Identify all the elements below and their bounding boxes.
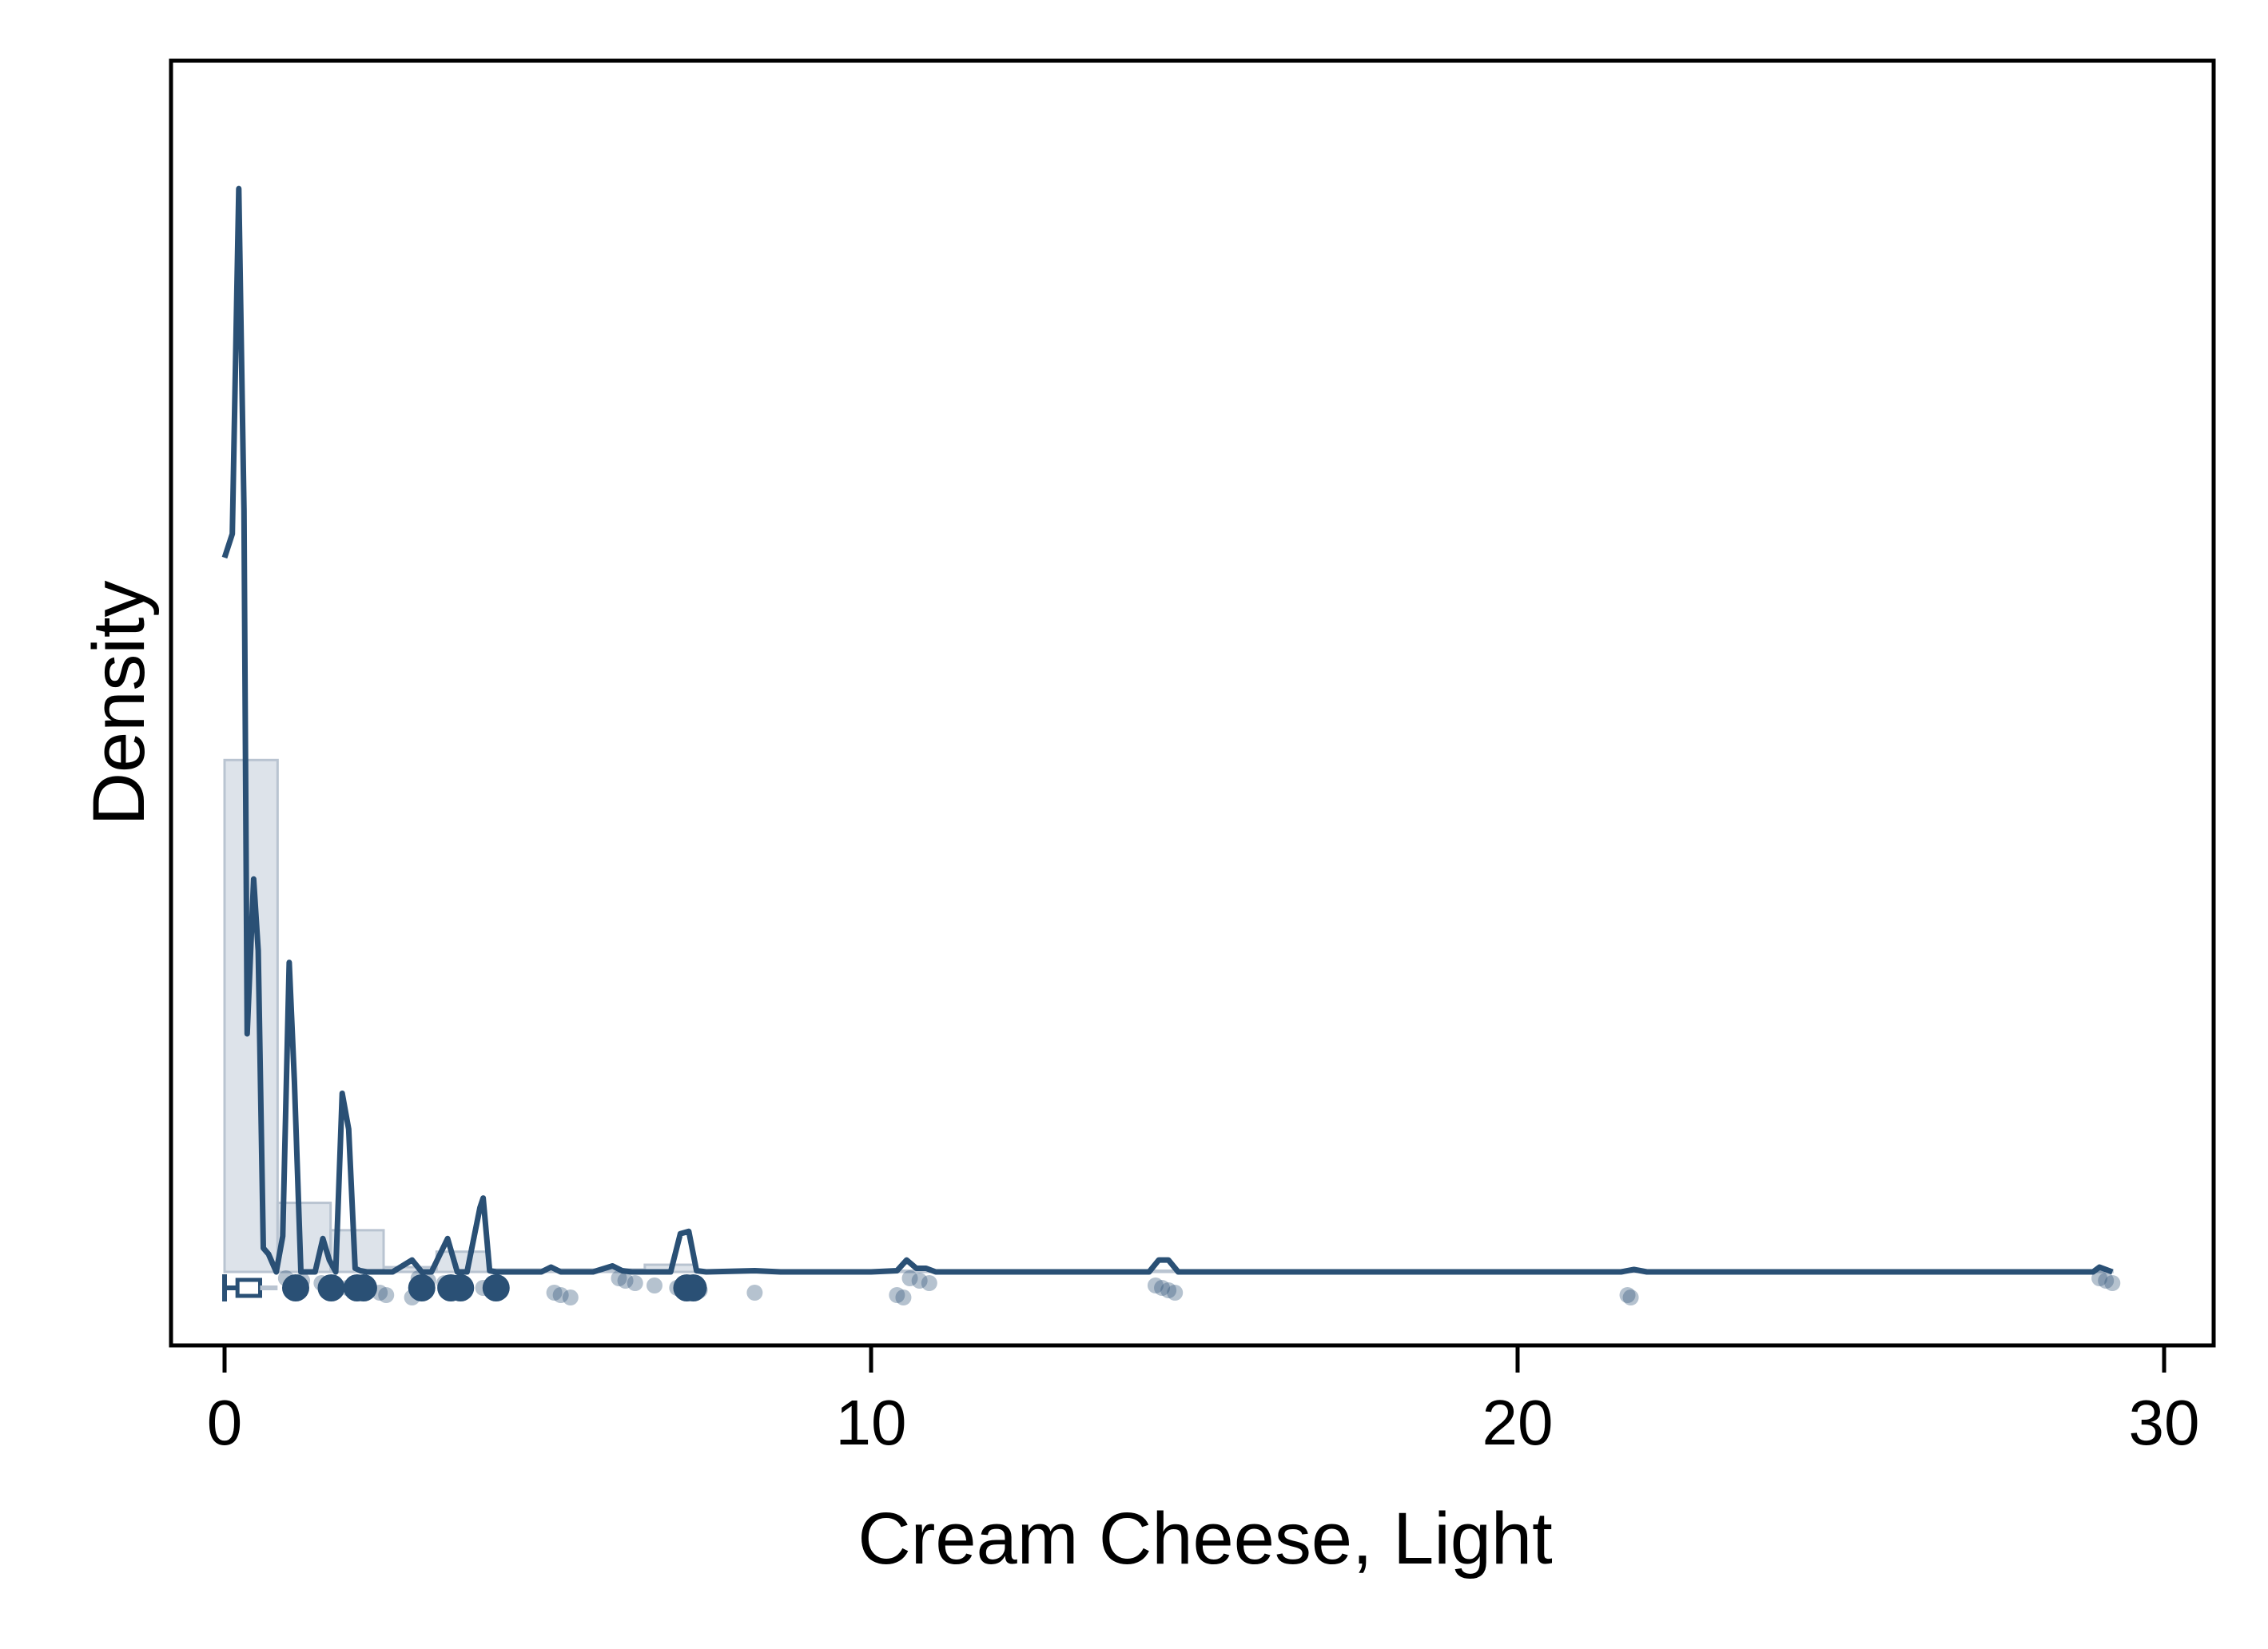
histogram-bar-4	[435, 1250, 491, 1274]
data-point-small	[1619, 1287, 1636, 1303]
data-point-small	[921, 1275, 937, 1291]
data-point-small	[911, 1273, 928, 1289]
data-point-small	[1154, 1280, 1171, 1296]
data-point-small	[646, 1277, 662, 1293]
data-point-small	[2104, 1275, 2121, 1291]
data-points	[277, 1270, 2121, 1305]
x-tick-label-10: 10	[836, 1387, 907, 1458]
data-point-large	[447, 1274, 475, 1301]
x-axis-title: Cream Cheese, Light	[857, 1498, 1552, 1579]
x-tick-label-30: 30	[2129, 1387, 2200, 1458]
data-point-large	[281, 1274, 309, 1301]
boxplot	[222, 1274, 278, 1301]
data-point-small	[562, 1289, 579, 1305]
data-point-small	[546, 1285, 563, 1301]
data-point-small	[617, 1273, 634, 1289]
x-tick-label-20: 20	[1482, 1387, 1554, 1458]
data-point-small	[746, 1285, 763, 1301]
density-curve	[221, 185, 2114, 1275]
data-point-small	[1622, 1289, 1639, 1305]
data-point-large	[317, 1274, 345, 1301]
data-point-small	[611, 1270, 627, 1286]
data-point-large	[408, 1274, 436, 1301]
data-point-large	[482, 1274, 510, 1301]
data-point-small	[2098, 1273, 2115, 1289]
data-point-small	[378, 1287, 395, 1303]
data-point-small	[627, 1275, 643, 1291]
histogram-bar-0	[223, 758, 279, 1274]
data-point-small	[895, 1289, 912, 1305]
x-axis: 0 10 20 30	[207, 1347, 2200, 1458]
data-point-large	[349, 1274, 377, 1301]
y-axis-title: Density	[78, 581, 160, 826]
data-point-small	[1160, 1282, 1177, 1298]
data-point-small	[901, 1270, 918, 1286]
data-point-small	[552, 1287, 569, 1303]
x-tick-label-0: 0	[207, 1387, 243, 1458]
density-line	[221, 185, 2114, 1275]
data-point-small	[1147, 1277, 1164, 1293]
data-point-small	[1167, 1285, 1184, 1301]
data-point-large	[679, 1274, 707, 1301]
data-point-small	[2091, 1270, 2108, 1286]
data-point-small	[889, 1287, 905, 1303]
plot-frame	[169, 58, 2216, 1348]
